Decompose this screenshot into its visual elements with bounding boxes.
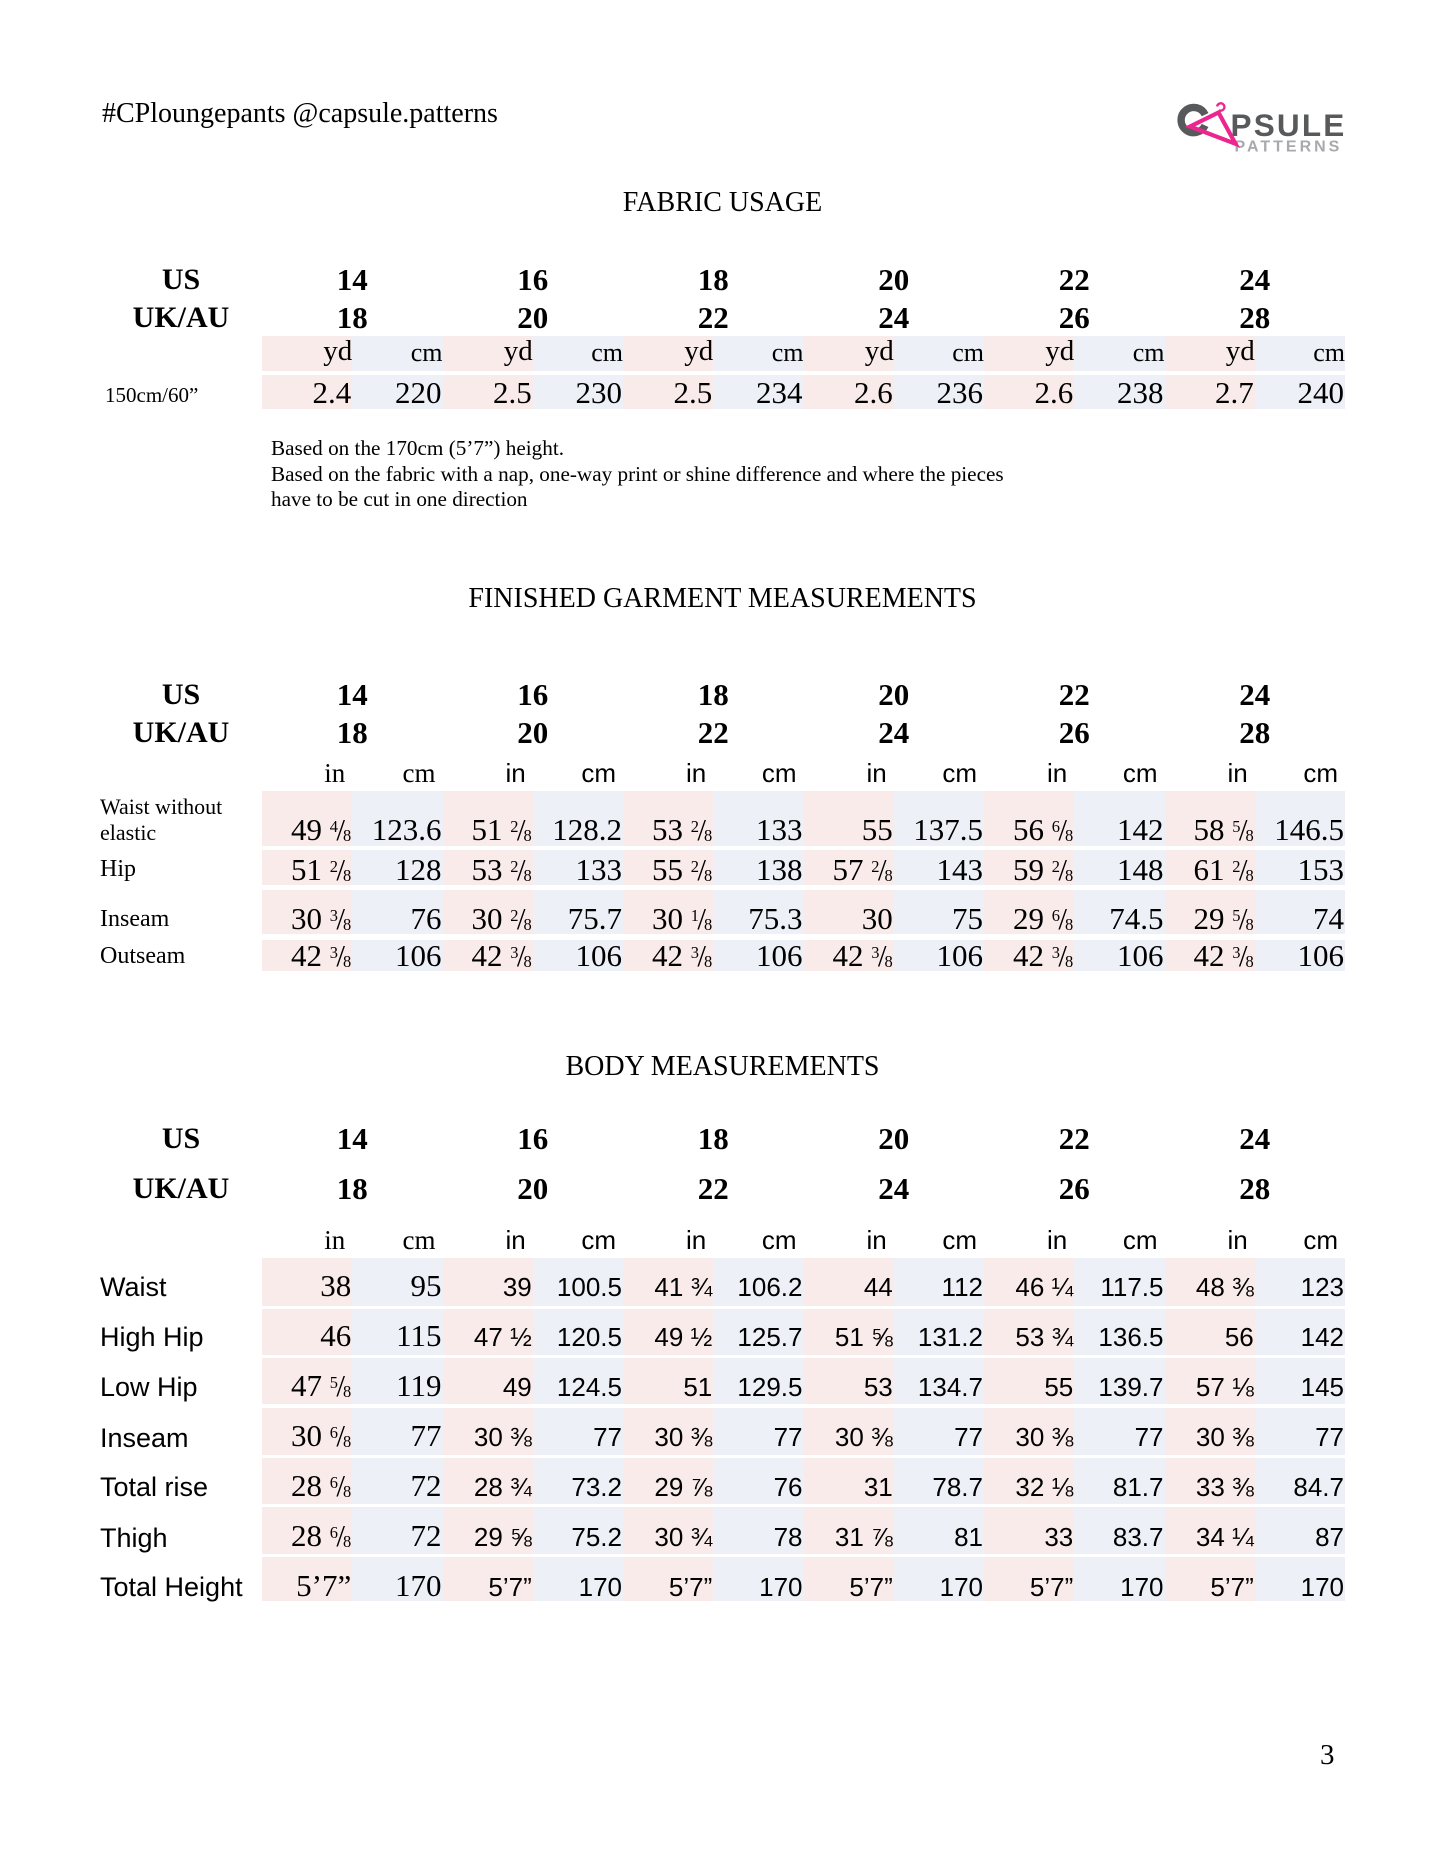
svg-text:PATTERNS: PATTERNS xyxy=(1235,139,1343,156)
svg-text:PSULE: PSULE xyxy=(1231,107,1347,143)
